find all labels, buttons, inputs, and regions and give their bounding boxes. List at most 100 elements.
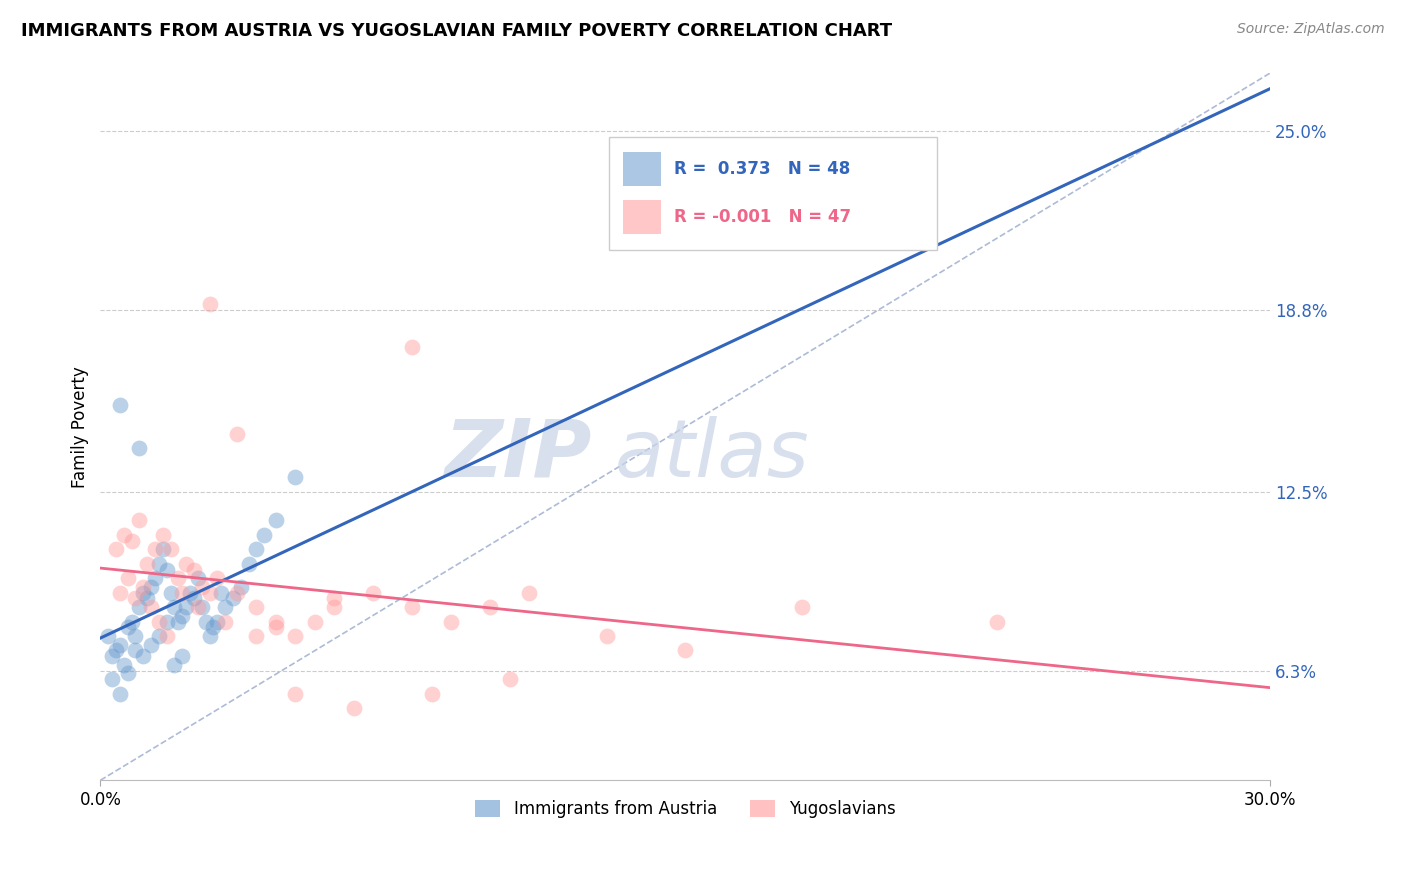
Point xyxy=(117,620,139,634)
Text: R = -0.001   N = 47: R = -0.001 N = 47 xyxy=(673,208,851,227)
Point xyxy=(264,620,287,634)
Point xyxy=(174,557,197,571)
Point xyxy=(104,542,127,557)
Point xyxy=(172,608,194,623)
FancyBboxPatch shape xyxy=(623,152,661,186)
Point xyxy=(139,638,162,652)
Point xyxy=(121,533,143,548)
Point xyxy=(152,542,174,557)
Point xyxy=(253,528,276,542)
Point xyxy=(401,340,423,354)
Point xyxy=(172,649,194,664)
Point xyxy=(108,638,131,652)
Point xyxy=(101,649,124,664)
Point xyxy=(187,571,209,585)
Point xyxy=(304,615,326,629)
Point xyxy=(183,563,205,577)
Point xyxy=(132,580,155,594)
Point xyxy=(323,591,346,606)
Point xyxy=(190,580,212,594)
Point xyxy=(214,615,236,629)
Text: atlas: atlas xyxy=(614,416,810,494)
Point xyxy=(128,513,150,527)
Point xyxy=(245,629,267,643)
Point xyxy=(245,542,267,557)
Point xyxy=(139,580,162,594)
Point xyxy=(401,600,423,615)
Point xyxy=(112,657,135,672)
Point xyxy=(124,643,146,657)
Point xyxy=(245,600,267,615)
Point xyxy=(108,687,131,701)
Point xyxy=(139,600,162,615)
Point xyxy=(596,629,619,643)
Point xyxy=(986,615,1008,629)
Point xyxy=(136,591,159,606)
Point xyxy=(499,672,522,686)
Point xyxy=(108,398,131,412)
Point xyxy=(143,571,166,585)
Point xyxy=(264,513,287,527)
Point xyxy=(163,657,186,672)
Point xyxy=(167,615,190,629)
Y-axis label: Family Poverty: Family Poverty xyxy=(72,366,89,488)
Point xyxy=(148,615,170,629)
Point xyxy=(264,615,287,629)
Point xyxy=(148,557,170,571)
Point xyxy=(207,615,229,629)
Point xyxy=(207,571,229,585)
Point xyxy=(479,600,502,615)
Point xyxy=(229,580,252,594)
Point xyxy=(187,600,209,615)
Text: ZIP: ZIP xyxy=(444,416,592,494)
Point xyxy=(159,585,181,599)
Point xyxy=(172,585,194,599)
Point xyxy=(363,585,385,599)
Point xyxy=(101,672,124,686)
Point xyxy=(128,600,150,615)
Point xyxy=(156,629,179,643)
Point xyxy=(222,591,245,606)
Point xyxy=(225,426,247,441)
Point xyxy=(225,585,247,599)
Point xyxy=(209,585,232,599)
Point xyxy=(284,470,307,484)
Point xyxy=(343,701,366,715)
Point xyxy=(121,615,143,629)
Point xyxy=(167,571,190,585)
Point xyxy=(179,585,201,599)
Point xyxy=(152,528,174,542)
Point xyxy=(117,666,139,681)
Point xyxy=(673,643,696,657)
Point xyxy=(174,600,197,615)
Point xyxy=(136,557,159,571)
Point xyxy=(517,585,540,599)
Point xyxy=(108,585,131,599)
Point xyxy=(198,629,221,643)
Point xyxy=(128,442,150,456)
Point xyxy=(198,585,221,599)
Point xyxy=(159,542,181,557)
Point xyxy=(104,643,127,657)
Point xyxy=(156,563,179,577)
Point xyxy=(112,528,135,542)
Point xyxy=(194,615,217,629)
Point xyxy=(156,615,179,629)
Point xyxy=(190,600,212,615)
Point xyxy=(124,591,146,606)
Point xyxy=(163,600,186,615)
Point xyxy=(792,600,814,615)
Text: IMMIGRANTS FROM AUSTRIA VS YUGOSLAVIAN FAMILY POVERTY CORRELATION CHART: IMMIGRANTS FROM AUSTRIA VS YUGOSLAVIAN F… xyxy=(21,22,893,40)
Legend: Immigrants from Austria, Yugoslavians: Immigrants from Austria, Yugoslavians xyxy=(468,794,903,825)
Point xyxy=(183,591,205,606)
Text: Source: ZipAtlas.com: Source: ZipAtlas.com xyxy=(1237,22,1385,37)
Point xyxy=(214,600,236,615)
Point xyxy=(97,629,120,643)
Point xyxy=(323,600,346,615)
Point xyxy=(124,629,146,643)
Point xyxy=(132,585,155,599)
Point xyxy=(284,629,307,643)
Point xyxy=(284,687,307,701)
Point xyxy=(198,297,221,311)
Point xyxy=(202,620,225,634)
